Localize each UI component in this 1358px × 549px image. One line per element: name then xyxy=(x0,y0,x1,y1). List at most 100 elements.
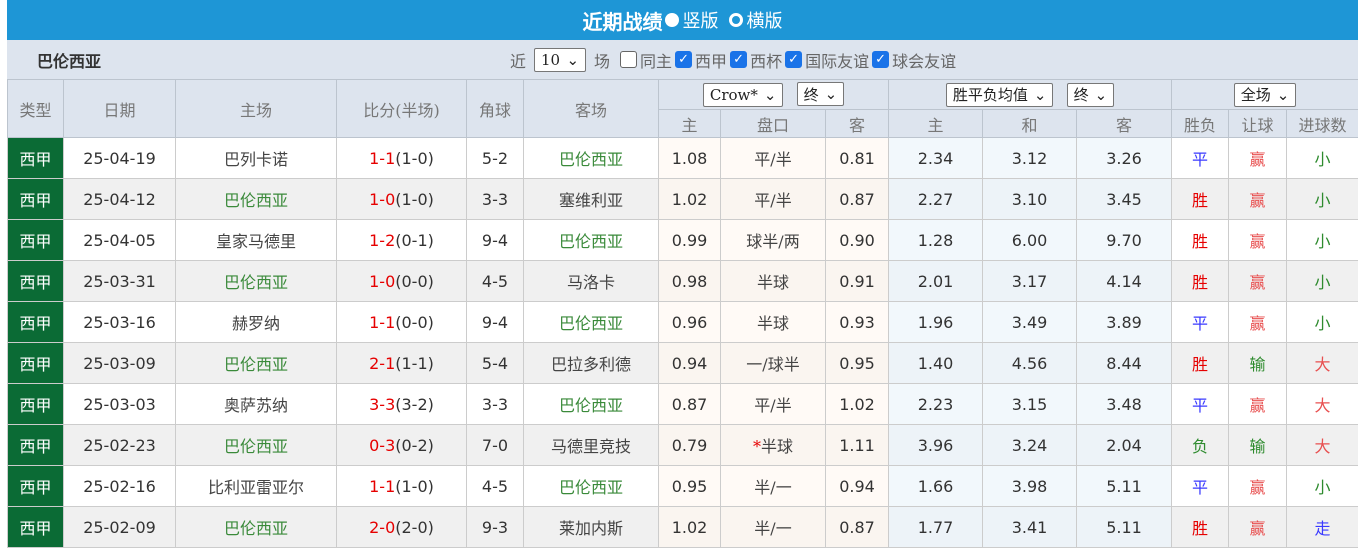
date-cell: 25-03-16 xyxy=(63,301,176,343)
match-count-select[interactable]: 10 ⌄ xyxy=(534,47,587,72)
date-text: 25-02-16 xyxy=(83,476,156,496)
table-row[interactable]: 西甲 25-03-16 赫罗纳 1-1(0-0) 9-4 巴伦西亚 0.96 半球 0.93 1.… xyxy=(7,301,1358,343)
table-row[interactable]: 西甲 25-03-03 奥萨苏纳 3-3(3-2) 3-3 巴伦西亚 0.87 平/半 1.02… xyxy=(7,383,1358,425)
goals-cell: 小 xyxy=(1286,178,1358,220)
eu-draw-odds: 3.17 xyxy=(982,260,1078,302)
corner-cell: 3-3 xyxy=(466,383,524,425)
date-text: 25-04-19 xyxy=(83,148,156,168)
avg-select[interactable]: 胜平负均值 ⌄ xyxy=(945,82,1054,107)
ah-home-odds: 0.79 xyxy=(658,424,721,466)
score-cell: 1-1(1-0) xyxy=(336,137,467,179)
type-text: 西甲 xyxy=(19,396,52,415)
score_ft-text: 1-1 xyxy=(369,312,396,332)
eu_h-text: 1.40 xyxy=(917,353,954,373)
ah-away-odds: 0.93 xyxy=(824,301,890,343)
result-cell: 平 xyxy=(1171,465,1230,507)
corner-cell: 4-5 xyxy=(466,260,524,302)
eu_d-text: 6.00 xyxy=(1011,230,1048,250)
ah_l-text: 半/一 xyxy=(754,519,792,538)
home-text: 皇家马德里 xyxy=(215,232,296,251)
league-checkbox-1[interactable]: ✓ xyxy=(730,51,748,68)
score_ht-text: (1-1) xyxy=(395,353,434,373)
goals-text: 大 xyxy=(1314,355,1331,374)
company-select[interactable]: Crow* ⌄ xyxy=(702,82,784,107)
title: 近期战绩 xyxy=(582,9,663,34)
away-text: 巴伦西亚 xyxy=(558,232,623,251)
chevron-down-icon: ⌄ xyxy=(1033,85,1047,104)
league-checkbox-3[interactable]: ✓ xyxy=(872,51,890,68)
col-type: 类型 xyxy=(7,79,64,138)
radio-vertical[interactable] xyxy=(664,13,679,27)
league-checkbox-2[interactable]: ✓ xyxy=(785,51,803,68)
date-text: 25-02-23 xyxy=(83,435,156,455)
chevron-down-icon: ⌄ xyxy=(566,50,580,69)
scope-select[interactable]: 全场 ⌄ xyxy=(1233,82,1297,107)
same-home-checkbox[interactable] xyxy=(620,51,638,68)
score_ft-text: 1-1 xyxy=(369,476,396,496)
hc-text: 赢 xyxy=(1249,273,1266,292)
eu_a-text: 2.04 xyxy=(1106,435,1142,455)
eu_h-text: 1.77 xyxy=(917,517,954,537)
score_ft-text: 1-0 xyxy=(369,189,396,209)
final-value: 终 xyxy=(1073,86,1089,104)
eu-draw-odds: 3.98 xyxy=(982,465,1078,507)
date-cell: 25-04-12 xyxy=(63,178,176,220)
eu_d-text: 4.56 xyxy=(1011,353,1048,373)
final-select-2[interactable]: 终 ⌄ xyxy=(1066,82,1115,107)
score_ht-text: (0-0) xyxy=(395,312,434,332)
home-text: 奥萨苏纳 xyxy=(223,396,288,415)
ah_a-text: 0.87 xyxy=(839,189,875,209)
hc-text: 赢 xyxy=(1249,191,1266,210)
match-count-value: 10 xyxy=(541,50,561,69)
handicap-cell: 赢 xyxy=(1228,178,1288,220)
table-row[interactable]: 西甲 25-04-12 巴伦西亚 1-0(1-0) 3-3 塞维利亚 1.02 平/半 0.87… xyxy=(7,178,1358,220)
goals-cell: 走 xyxy=(1286,506,1358,548)
corner-cell: 4-5 xyxy=(466,465,524,507)
col-corner: 角球 xyxy=(466,79,524,138)
handicap-cell: 输 xyxy=(1228,424,1288,466)
handicap-cell: 赢 xyxy=(1228,219,1288,261)
corner-cell: 7-0 xyxy=(466,424,524,466)
home-team-cell: 巴伦西亚 xyxy=(175,260,337,302)
home-team-cell: 巴列卡诺 xyxy=(175,137,337,179)
ah_l-text: 一/球半 xyxy=(746,355,800,374)
date-cell: 25-04-05 xyxy=(63,219,176,261)
ah_l-text: 半球 xyxy=(756,273,789,292)
corner-text: 3-3 xyxy=(481,189,509,209)
goals-text: 小 xyxy=(1314,478,1331,497)
home-team-cell: 奥萨苏纳 xyxy=(175,383,337,425)
table-row[interactable]: 西甲 25-03-31 巴伦西亚 1-0(0-0) 4-5 马洛卡 0.98 半球 0.91 2.… xyxy=(7,260,1358,302)
chevron-down-icon: ⌄ xyxy=(763,85,777,104)
score_ht-text: (1-0) xyxy=(395,189,434,209)
table-row[interactable]: 西甲 25-02-16 比利亚雷亚尔 1-1(1-0) 4-5 巴伦西亚 0.95 半/一 0.… xyxy=(7,465,1358,507)
eu-home-odds: 1.96 xyxy=(888,301,984,343)
radio-horizontal[interactable] xyxy=(728,13,743,27)
eu_d-text: 3.24 xyxy=(1011,435,1048,455)
corner-text: 5-2 xyxy=(481,148,509,168)
away-team-cell: 巴拉多利德 xyxy=(523,342,659,384)
eu_d-text: 3.17 xyxy=(1011,271,1048,291)
res-text: 平 xyxy=(1192,314,1209,333)
table-row[interactable]: 西甲 25-02-23 巴伦西亚 0-3(0-2) 7-0 马德里竞技 0.79 *半球 1.1… xyxy=(7,424,1358,466)
result-cell: 胜 xyxy=(1171,260,1230,302)
league-cell: 西甲 xyxy=(7,301,64,343)
goals-cell: 小 xyxy=(1286,137,1358,179)
table-row[interactable]: 西甲 25-04-05 皇家马德里 1-2(0-1) 9-4 巴伦西亚 0.99 球半/两 0.… xyxy=(7,219,1358,261)
eu-draw-odds: 3.12 xyxy=(982,137,1078,179)
avg-value: 胜平负均值 xyxy=(952,86,1028,104)
ah_a-text: 0.91 xyxy=(839,271,875,291)
ah_a-text: 0.93 xyxy=(839,312,875,332)
table-row[interactable]: 西甲 25-02-09 巴伦西亚 2-0(2-0) 9-3 莱加内斯 1.02 半/一 0.87… xyxy=(7,506,1358,548)
date-cell: 25-02-23 xyxy=(63,424,176,466)
table-row[interactable]: 西甲 25-03-09 巴伦西亚 2-1(1-1) 5-4 巴拉多利德 0.94 一/球半 0.… xyxy=(7,342,1358,384)
score-cell: 3-3(3-2) xyxy=(336,383,467,425)
res-text: 负 xyxy=(1192,437,1209,456)
table-row[interactable]: 西甲 25-04-19 巴列卡诺 1-1(1-0) 5-2 巴伦西亚 1.08 平/半 0.81… xyxy=(7,137,1358,179)
ah_l-text: 平/半 xyxy=(754,191,792,210)
final-select-1[interactable]: 终 ⌄ xyxy=(796,82,845,107)
league-checkbox-0[interactable]: ✓ xyxy=(675,51,693,68)
eu_a-text: 3.48 xyxy=(1106,394,1142,414)
asian-odds-header: Crow* ⌄ 终 ⌄ xyxy=(657,79,890,110)
hc-text: 输 xyxy=(1249,437,1266,456)
eu_h-text: 2.01 xyxy=(917,271,954,291)
